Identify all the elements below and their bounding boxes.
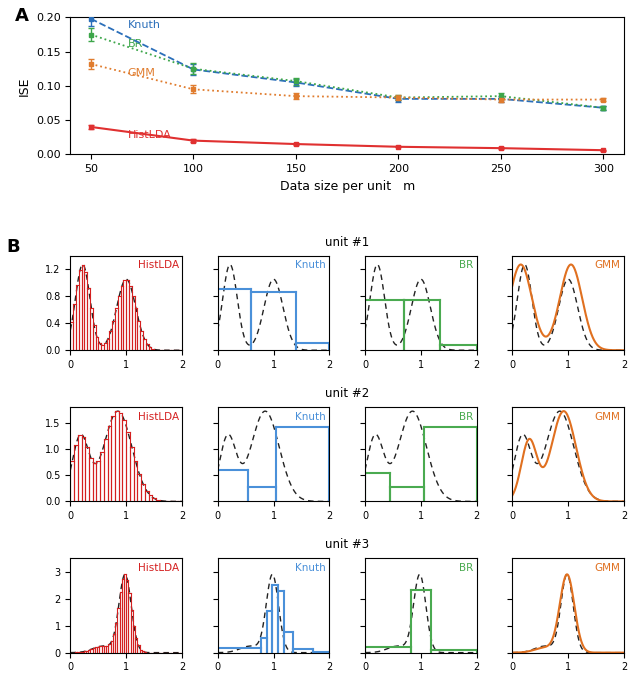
Text: GMM: GMM: [595, 260, 621, 270]
Text: unit #2: unit #2: [325, 387, 369, 400]
Text: GMM: GMM: [595, 412, 621, 422]
X-axis label: Data size per unit   m: Data size per unit m: [280, 179, 415, 193]
Text: Knuth: Knuth: [295, 260, 326, 270]
Text: unit #3: unit #3: [325, 538, 369, 551]
Text: Knuth: Knuth: [128, 20, 161, 30]
Text: BR: BR: [128, 39, 143, 50]
Text: BR: BR: [459, 563, 474, 573]
Text: BR: BR: [459, 412, 474, 422]
Text: Knuth: Knuth: [295, 412, 326, 422]
Y-axis label: ISE: ISE: [17, 76, 30, 96]
Text: GMM: GMM: [128, 68, 156, 78]
Text: HistLDA: HistLDA: [138, 260, 179, 270]
Text: A: A: [15, 6, 29, 24]
Text: BR: BR: [459, 260, 474, 270]
Text: Knuth: Knuth: [295, 563, 326, 573]
Text: unit #1: unit #1: [325, 236, 369, 248]
Text: HistLDA: HistLDA: [128, 130, 172, 140]
Text: HistLDA: HistLDA: [138, 563, 179, 573]
Text: HistLDA: HistLDA: [138, 412, 179, 422]
Text: B: B: [6, 238, 20, 256]
Text: GMM: GMM: [595, 563, 621, 573]
